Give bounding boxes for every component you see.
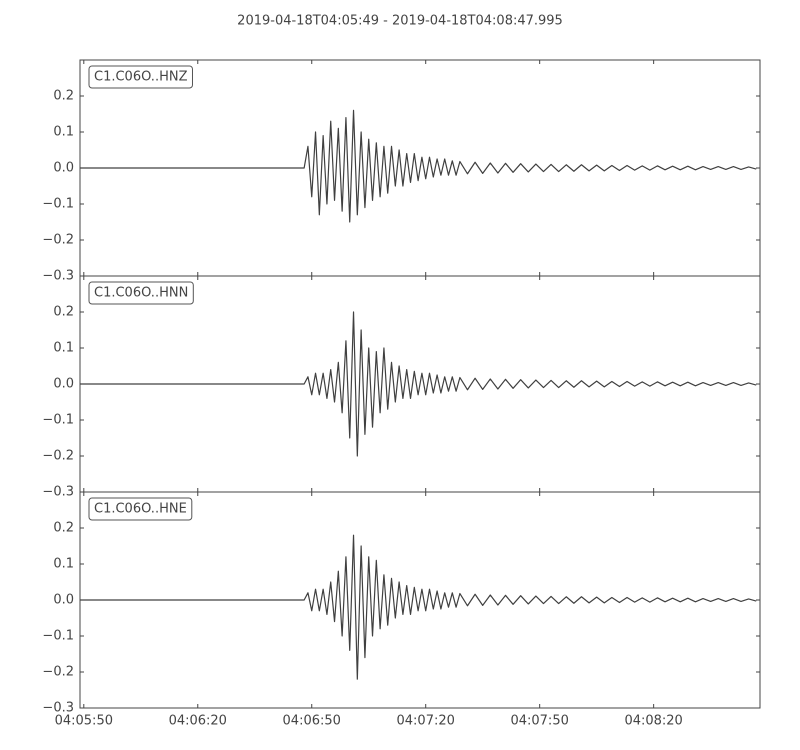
x-tick-label: 04:08:20 xyxy=(624,714,682,729)
trace-label: C1.C06O..HNN xyxy=(94,286,188,301)
y-tick-label: 0.1 xyxy=(53,125,74,140)
x-tick-label: 04:06:50 xyxy=(283,714,341,729)
trace-label-box xyxy=(88,281,194,305)
y-tick-label: −0.1 xyxy=(42,413,74,428)
waveform xyxy=(80,534,757,680)
trace-label-box xyxy=(88,497,193,521)
y-tick-label: 0.2 xyxy=(53,89,74,104)
x-tick-label: 04:07:20 xyxy=(397,714,455,729)
chart-title: 2019-04-18T04:05:49 - 2019-04-18T04:08:4… xyxy=(237,14,563,29)
y-tick-label: −0.3 xyxy=(42,485,74,500)
y-tick-label: 0.0 xyxy=(53,161,74,176)
trace-label-box xyxy=(88,65,193,89)
x-tick-label: 04:05:50 xyxy=(55,714,113,729)
y-tick-label: 0.2 xyxy=(53,521,74,536)
y-tick-label: −0.1 xyxy=(42,197,74,212)
y-tick-label: −0.2 xyxy=(42,665,74,680)
y-tick-label: 0.2 xyxy=(53,305,74,320)
plot-frame xyxy=(79,491,761,709)
y-tick-label: −0.2 xyxy=(42,449,74,464)
trace-label: C1.C06O..HNE xyxy=(94,502,187,517)
trace-label: C1.C06O..HNZ xyxy=(94,70,188,85)
waveform xyxy=(80,109,757,223)
x-tick-label: 04:06:20 xyxy=(169,714,227,729)
y-tick-label: −0.3 xyxy=(42,269,74,284)
y-tick-label: 0.1 xyxy=(53,341,74,356)
y-tick-label: −0.1 xyxy=(42,629,74,644)
y-tick-label: 0.0 xyxy=(53,593,74,608)
y-tick-label: −0.2 xyxy=(42,233,74,248)
x-tick-label: 04:07:50 xyxy=(510,714,568,729)
waveform xyxy=(80,311,757,457)
y-tick-label: −0.3 xyxy=(42,701,74,716)
y-tick-label: 0.1 xyxy=(53,557,74,572)
y-tick-label: 0.0 xyxy=(53,377,74,392)
